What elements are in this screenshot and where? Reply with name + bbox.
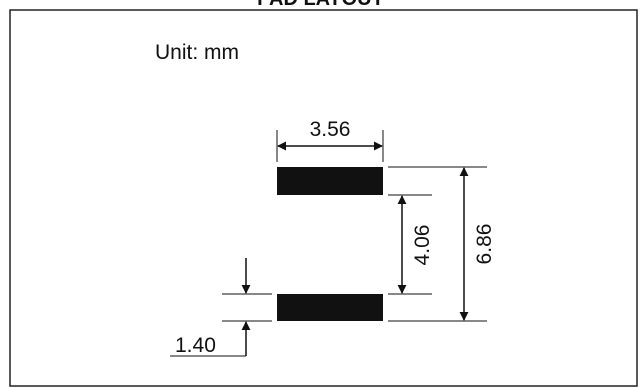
unit-label: Unit: mm — [155, 41, 239, 64]
bottom-pad — [277, 294, 383, 321]
diagram-title: PAD LAYOUT — [0, 0, 641, 11]
gap-dimension-label: 4.06 — [411, 225, 434, 266]
overall-dimension-label: 6.86 — [473, 224, 496, 265]
width-dimension-label: 3.56 — [310, 118, 351, 141]
top-pad — [277, 167, 383, 195]
pad-length-label: 1.40 — [175, 334, 216, 357]
diagram-frame — [9, 9, 638, 387]
